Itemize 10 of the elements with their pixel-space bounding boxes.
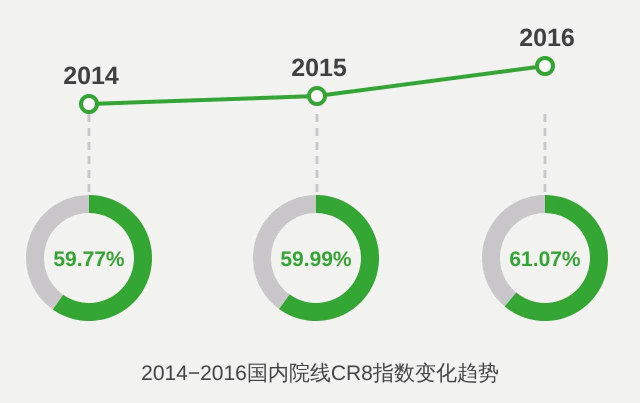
x-tick-label: 2015: [291, 54, 347, 82]
data-label: 59.99%: [280, 248, 352, 271]
donut-slice: [504, 195, 608, 321]
donut-slice: [279, 195, 379, 321]
text: 2014−2016国内院线CR8指数变化趋势: [141, 362, 499, 385]
data-label: 61.07%: [509, 248, 581, 271]
data-label: 59.77%: [53, 248, 125, 271]
x-tick-label: 2016: [519, 24, 575, 52]
donut-slice: [52, 195, 152, 321]
x-tick-label: 2014: [63, 62, 119, 90]
